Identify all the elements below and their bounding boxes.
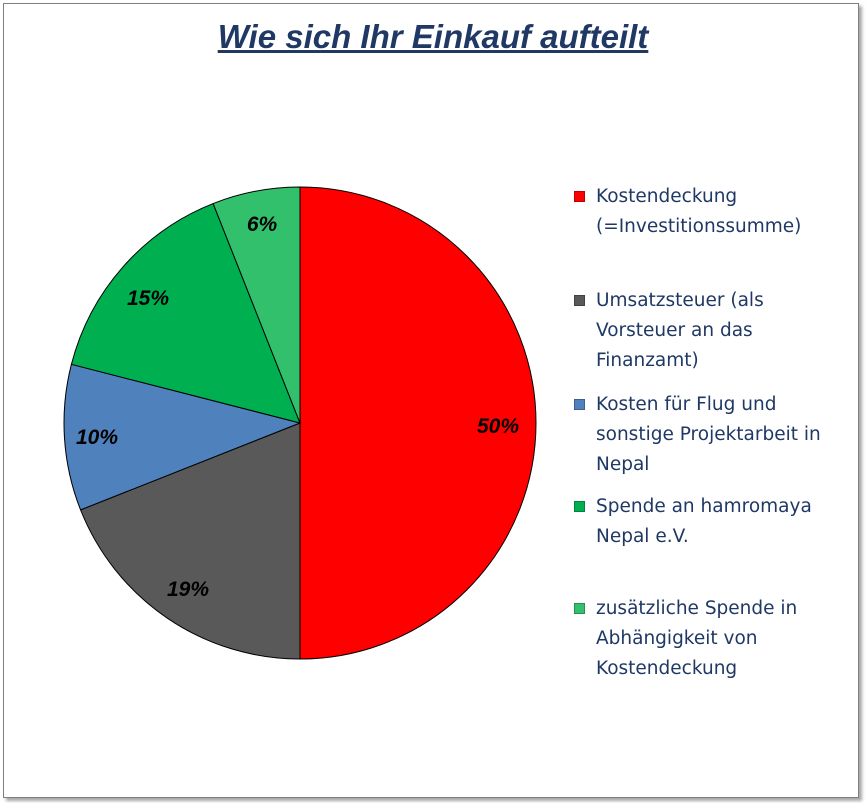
slice-data-label-3: 15% [127,287,169,310]
slice-data-label-2: 10% [76,426,118,449]
slice-data-label-0: 50% [477,415,519,438]
pie-slice-2 [63,363,302,511]
slice-data-label-4: 6% [247,213,278,236]
pie-slice-3 [70,202,301,424]
legend-label-2: Kosten für Flug und sonstige Projektarbe… [596,394,821,475]
pie-slice-4 [212,186,301,424]
legend-label-0: Kostendeckung (=Investitionssumme) [596,186,802,237]
pie-slice-0 [299,186,537,660]
legend-swatch-0 [574,191,585,202]
legend-label-4: zusätzliche Spende in Abhängigkeit von K… [596,598,798,679]
legend-swatch-1 [574,295,585,306]
legend-swatch-4 [574,603,585,614]
chart-title: Wie sich Ihr Einkauf aufteilt [217,18,649,55]
slice-data-label-1: 19% [167,578,209,601]
legend-label-1: Umsatzsteuer (als Vorsteuer an das Finan… [596,290,764,371]
legend-label-3: Spende an hamromaya Nepal e.V. [596,496,812,547]
legend-swatch-3 [574,501,585,512]
legend-swatch-2 [574,399,585,410]
pie-slice-1 [79,422,301,660]
